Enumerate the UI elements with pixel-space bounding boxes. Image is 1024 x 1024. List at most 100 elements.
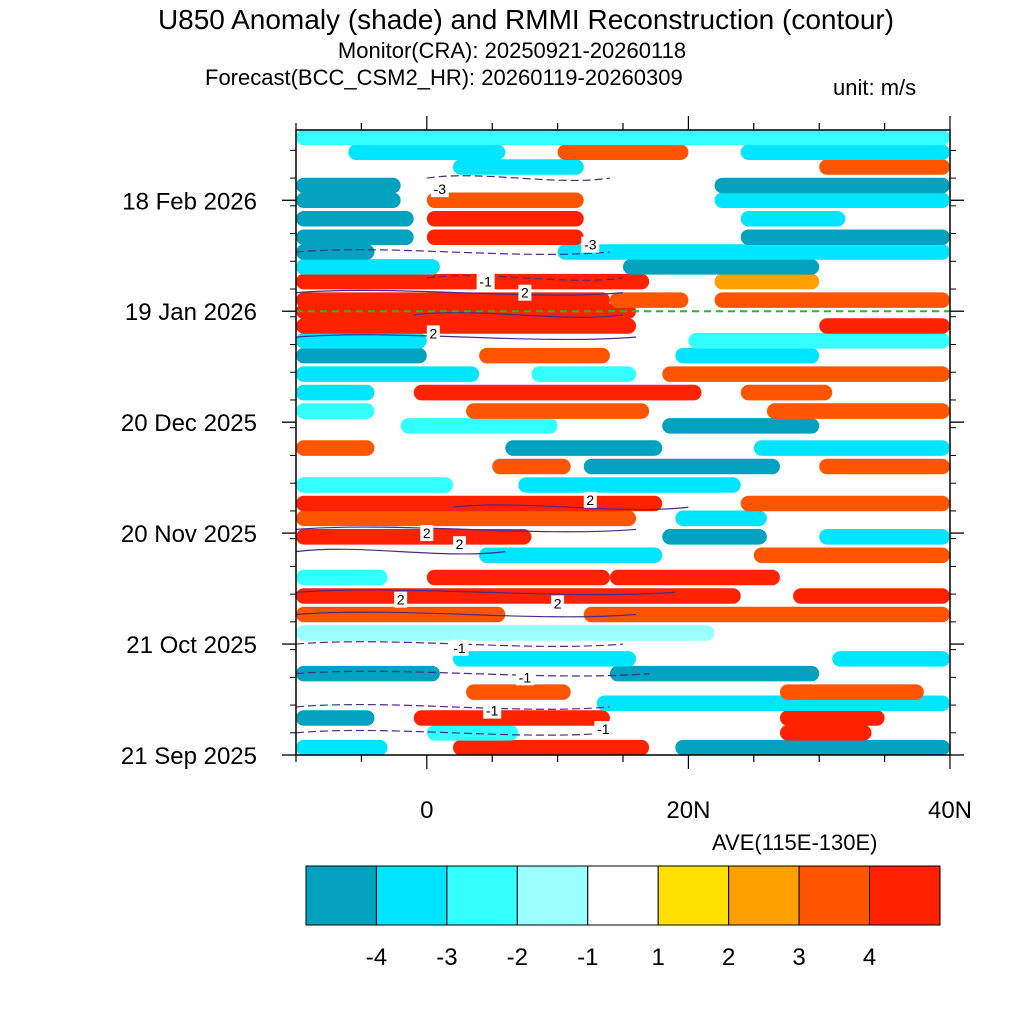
y-tick-label: 20 Nov 2025 [121,521,257,548]
colorbar-label: 3 [792,944,805,971]
shade-band [296,510,637,527]
contour-label: -1 [450,639,469,656]
contour-line [296,703,610,710]
shade-band [296,130,950,146]
monitor-period-label: Monitor(CRA): 20250921-20260118 [337,38,687,63]
contour-label: 2 [426,325,440,342]
shade-band [296,292,610,308]
shade-band [609,665,820,682]
shade-band [413,384,702,401]
shade-band [296,606,506,623]
shade-band [492,458,571,475]
shade-band [740,210,846,227]
shade-band [466,684,571,700]
shade-band [426,229,584,246]
shade-band [779,725,872,741]
shade-band [779,684,924,700]
svg-text:-1: -1 [479,274,492,290]
shade-band [296,192,401,209]
shade-band [688,333,950,349]
svg-text:-3: -3 [584,237,597,253]
shade-band [479,547,663,564]
contour-label: 2 [453,536,466,553]
shade-band [819,458,950,475]
shade-band [623,259,820,275]
svg-text:2: 2 [429,325,437,341]
shade-band [714,292,950,308]
contour-label: 2 [583,491,597,508]
shade-band [296,625,715,641]
contour-line [426,274,624,281]
shade-band [662,529,767,545]
contour-label: -1 [515,669,534,686]
chart-title: U850 Anomaly (shade) and RMMI Reconstruc… [157,4,895,35]
colorbar-label: 2 [722,944,735,971]
shade-band [793,588,950,604]
shade-band [296,588,741,604]
region-average-label: AVE(115E-130E) [712,830,878,855]
svg-text:2: 2 [423,525,431,541]
shading-layer [296,130,950,755]
shade-band [832,651,950,667]
colorbar-swatch [305,865,377,926]
y-axis: 21 Sep 2025 21 Oct 2025 20 Nov 2025 20 Dec … [121,149,964,770]
shade-band [609,569,780,586]
shade-band [740,229,950,246]
contour-line [452,504,689,511]
y-tick-label: 20 Dec 2025 [121,410,257,437]
contour-line [296,289,624,296]
svg-text:2: 2 [554,595,562,611]
shade-band [766,403,950,419]
shade-band [753,547,950,564]
colorbar-swatch [375,865,448,926]
shade-band [296,229,414,246]
shade-band [779,710,885,726]
shade-band [583,458,780,475]
shade-band [714,273,820,290]
shade-band [662,418,820,434]
shade-band [426,725,519,741]
shade-band [740,384,833,401]
colorbar-swatch [728,865,800,926]
svg-text:2: 2 [586,492,594,508]
contour-label: -1 [594,721,613,738]
shade-band [479,347,610,364]
contour-line [296,589,676,596]
colorbar-swatch [446,865,518,926]
svg-text:-1: -1 [519,669,532,685]
contour-label: 2 [394,591,408,608]
shade-band [296,440,375,456]
contour-label: 2 [518,284,532,301]
x-tick-label: 0 [420,797,433,824]
colorbar-swatch [657,865,730,926]
colorbar: -4 -3 -2 -1 1 2 3 4 [305,865,941,971]
shade-band [296,403,375,419]
shade-band [296,569,388,586]
shade-band [557,244,950,260]
shade-band [505,440,663,456]
shade-band [609,292,689,308]
shade-band [296,273,650,290]
colorbar-swatch [516,865,589,926]
shade-band [296,259,440,275]
shade-band [296,210,414,227]
contour-line [296,334,637,341]
contour-line [296,670,650,677]
shade-band [296,710,375,726]
shade-band [426,192,584,209]
x-tick-label: 20N [666,797,710,824]
svg-text:2: 2 [397,592,405,608]
colorbar-swatch [587,865,659,926]
shade-band [400,418,558,434]
shade-band [583,606,950,623]
x-tick-label: 40N [928,797,972,824]
shade-band [531,366,637,382]
shade-band [296,347,427,364]
colorbar-label: 1 [652,944,665,971]
forecast-period-label: Forecast(BCC_CSM2_HR): 20260119-20260309 [205,65,683,90]
contour-line [296,249,610,255]
shade-band [452,739,650,755]
shade-band [714,177,950,194]
contour-label: -3 [430,181,449,198]
